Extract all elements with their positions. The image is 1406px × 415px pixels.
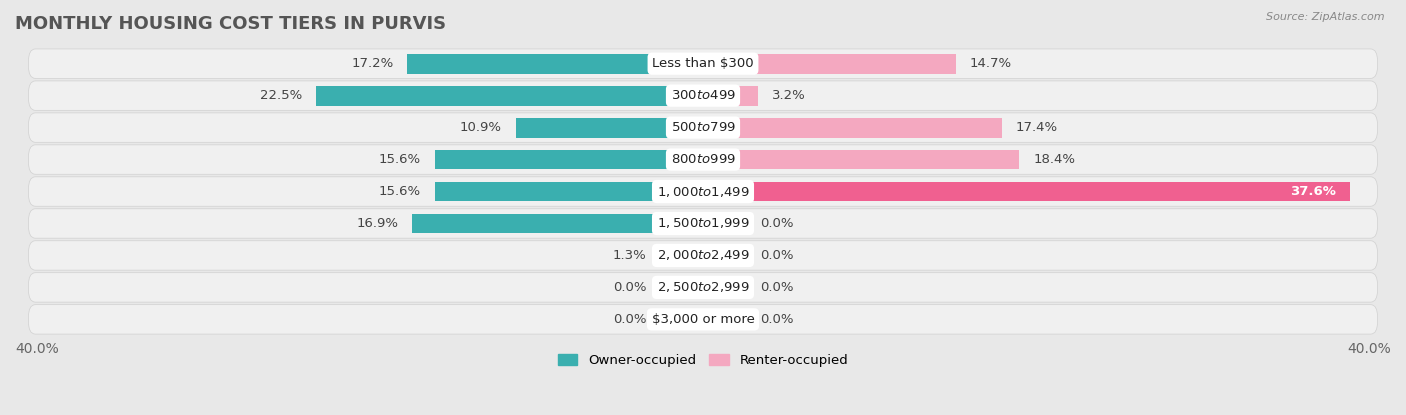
Text: 37.6%: 37.6% (1291, 185, 1336, 198)
Text: 1.3%: 1.3% (613, 249, 647, 262)
Bar (434, 150, 703, 169)
Bar (703, 214, 747, 233)
Text: $500 to $799: $500 to $799 (671, 121, 735, 134)
Text: $1,500 to $1,999: $1,500 to $1,999 (657, 217, 749, 230)
Bar (703, 150, 1019, 169)
Bar (703, 182, 1350, 201)
Bar (703, 86, 758, 105)
FancyBboxPatch shape (28, 81, 1378, 110)
Text: 16.9%: 16.9% (357, 217, 398, 230)
Bar (703, 278, 747, 297)
Text: 0.0%: 0.0% (759, 313, 793, 326)
Text: 18.4%: 18.4% (1033, 153, 1076, 166)
FancyBboxPatch shape (28, 241, 1378, 270)
Text: 40.0%: 40.0% (1347, 342, 1391, 356)
Text: 0.0%: 0.0% (759, 249, 793, 262)
FancyBboxPatch shape (28, 145, 1378, 174)
FancyBboxPatch shape (28, 177, 1378, 206)
Text: 3.2%: 3.2% (772, 89, 806, 102)
Bar (703, 246, 747, 265)
Text: $2,500 to $2,999: $2,500 to $2,999 (657, 281, 749, 294)
Text: 0.0%: 0.0% (759, 281, 793, 294)
Text: 15.6%: 15.6% (378, 185, 420, 198)
FancyBboxPatch shape (28, 209, 1378, 238)
Bar (659, 246, 703, 265)
Text: 0.0%: 0.0% (613, 281, 647, 294)
Bar (659, 310, 703, 329)
FancyBboxPatch shape (28, 273, 1378, 302)
Text: $1,000 to $1,499: $1,000 to $1,499 (657, 185, 749, 198)
Bar (516, 118, 703, 137)
Bar (659, 278, 703, 297)
Bar (703, 310, 747, 329)
Bar (316, 86, 703, 105)
Bar (703, 118, 1002, 137)
Text: Less than $300: Less than $300 (652, 57, 754, 70)
Bar (412, 214, 703, 233)
FancyBboxPatch shape (28, 305, 1378, 334)
Text: $3,000 or more: $3,000 or more (651, 313, 755, 326)
Text: 10.9%: 10.9% (460, 121, 502, 134)
Text: 22.5%: 22.5% (260, 89, 302, 102)
Text: $800 to $999: $800 to $999 (671, 153, 735, 166)
Text: 17.4%: 17.4% (1017, 121, 1059, 134)
Text: MONTHLY HOUSING COST TIERS IN PURVIS: MONTHLY HOUSING COST TIERS IN PURVIS (15, 15, 446, 33)
Legend: Owner-occupied, Renter-occupied: Owner-occupied, Renter-occupied (553, 348, 853, 372)
Text: $2,000 to $2,499: $2,000 to $2,499 (657, 249, 749, 262)
Text: 0.0%: 0.0% (613, 313, 647, 326)
Text: 17.2%: 17.2% (352, 57, 394, 70)
Text: Source: ZipAtlas.com: Source: ZipAtlas.com (1267, 12, 1385, 22)
Text: 0.0%: 0.0% (759, 217, 793, 230)
Bar (434, 182, 703, 201)
Text: $300 to $499: $300 to $499 (671, 89, 735, 102)
Text: 14.7%: 14.7% (970, 57, 1012, 70)
Bar (408, 54, 703, 73)
Text: 15.6%: 15.6% (378, 153, 420, 166)
FancyBboxPatch shape (28, 113, 1378, 142)
Text: 40.0%: 40.0% (15, 342, 59, 356)
FancyBboxPatch shape (28, 49, 1378, 78)
Bar (703, 54, 956, 73)
